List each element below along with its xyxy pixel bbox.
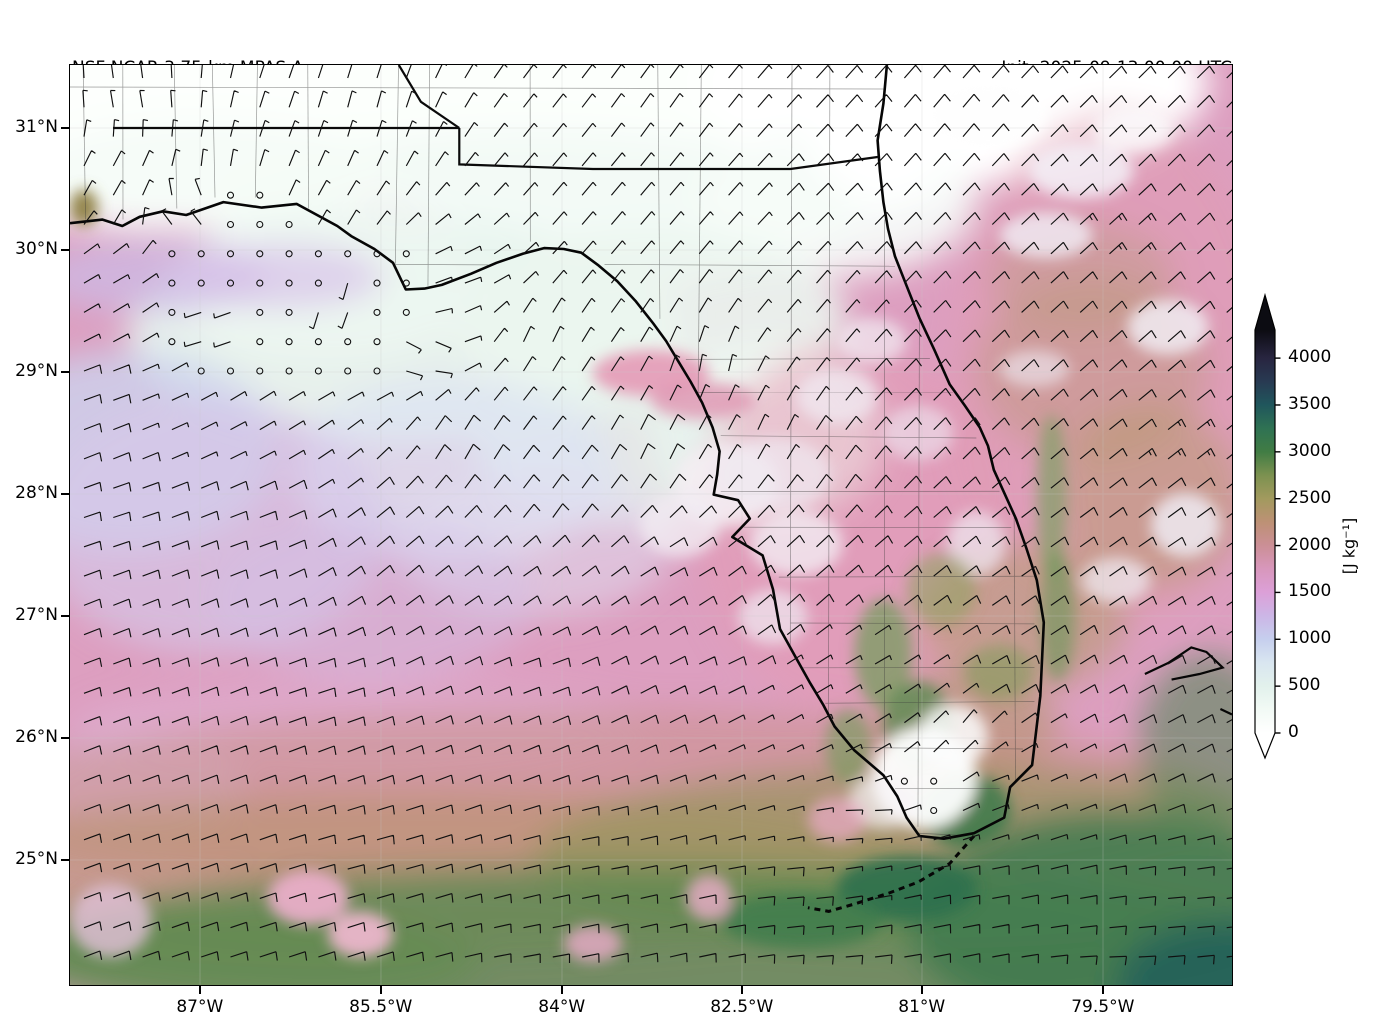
- colorbar-arrow-up: [1255, 295, 1275, 330]
- y-tick-mark: [61, 736, 69, 739]
- colorbar-arrow-down: [1255, 733, 1275, 758]
- x-tick-mark: [560, 986, 563, 994]
- colorbar-tick-label: 500: [1288, 675, 1321, 696]
- x-tick-label: 84°W: [538, 997, 586, 1017]
- y-tick-label: 29°N: [15, 360, 58, 381]
- y-tick-mark: [61, 858, 69, 861]
- colorbar-tick-label: 2000: [1288, 534, 1332, 555]
- x-tick-label: 82.5°W: [710, 997, 774, 1017]
- colorbar-tick-label: 3500: [1288, 393, 1332, 414]
- x-tick-label: 79.5°W: [1071, 997, 1135, 1017]
- cape-field-detail-layer: [70, 83, 1221, 962]
- x-tick-mark: [920, 986, 923, 994]
- x-tick-mark: [199, 986, 201, 994]
- y-tick-label: 28°N: [15, 482, 58, 503]
- x-tick-mark: [1102, 986, 1104, 994]
- y-tick-mark: [61, 371, 69, 373]
- islands-layer: [807, 646, 1232, 913]
- y-tick-label: 26°N: [15, 726, 58, 747]
- y-tick-label: 30°N: [15, 238, 58, 259]
- x-tick-label: 87°W: [176, 997, 224, 1017]
- x-tick-label: 85.5°W: [349, 997, 413, 1017]
- x-tick-mark: [740, 986, 743, 994]
- x-tick-mark: [379, 986, 382, 994]
- colorbar-tick-label: 0: [1288, 722, 1299, 742]
- x-tick-label: 81°W: [898, 997, 946, 1017]
- y-tick-mark: [61, 127, 69, 129]
- wind-barbs-layer: [82, 65, 1232, 966]
- colorbar-ticks: [1275, 357, 1281, 734]
- coastline-layer: [70, 65, 1046, 841]
- colorbar-gradient: [1255, 330, 1275, 733]
- colorbar-tick-label: 3000: [1288, 440, 1332, 461]
- y-tick-label: 31°N: [15, 116, 58, 137]
- y-tick-mark: [61, 249, 69, 251]
- colorbar: [1254, 292, 1281, 760]
- colorbar-tick-label: 1500: [1288, 581, 1332, 602]
- colorbar-tick-label: 4000: [1288, 347, 1332, 368]
- y-tick-mark: [61, 614, 69, 617]
- y-tick-mark: [61, 492, 69, 495]
- map-canvas: [70, 65, 1232, 985]
- y-tick-label: 25°N: [15, 848, 58, 869]
- colorbar-unit-label: [J kg⁻¹]: [1339, 517, 1359, 575]
- colorbar-tick-label: 1000: [1288, 628, 1332, 649]
- y-tick-label: 27°N: [15, 604, 58, 625]
- colorbar-tick-label: 2500: [1288, 487, 1332, 508]
- map-frame: [69, 64, 1233, 986]
